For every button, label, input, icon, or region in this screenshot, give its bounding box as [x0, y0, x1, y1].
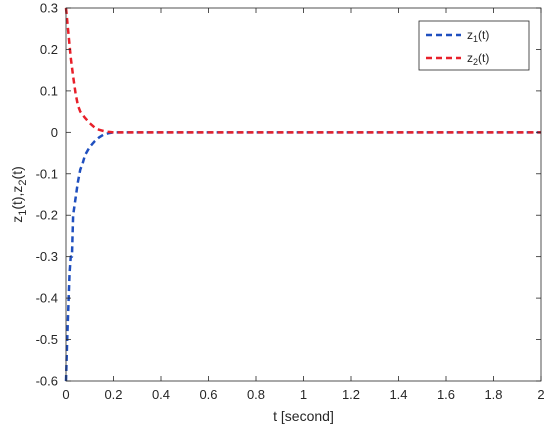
y-label-z1-base: z: [9, 216, 25, 223]
legend-z1-base: z: [467, 28, 473, 42]
y-tick-label: 0: [51, 125, 58, 140]
y-label-z1-sub: 1: [17, 210, 29, 216]
series-layer: [64, 7, 541, 382]
x-tick-label: 0.4: [152, 387, 170, 402]
x-tick-label: 1.2: [342, 387, 360, 402]
x-tick-label: 0.8: [247, 387, 265, 402]
y-tick-label: -0.6: [36, 374, 58, 389]
series-line-z2: [64, 7, 541, 134]
y-tick-label: -0.4: [36, 291, 58, 306]
x-tick-label: 1.4: [389, 387, 407, 402]
y-label-z1-rest: (t),: [9, 193, 25, 210]
y-tick-label: 0.3: [40, 1, 58, 16]
legend-entry-z2: z2(t): [467, 51, 489, 67]
axes-layer: 0 0.2 0.4 0.6 0.8 1 1.2 1.4 1.6 1.8 2 -0.6 -0.5 -0.4 -…: [36, 1, 545, 403]
series-line-z1: [64, 131, 541, 382]
y-label-z2-sub: 2: [17, 179, 29, 185]
legend-z2-rest: (t): [478, 51, 489, 65]
y-tick-label: 0.2: [40, 42, 58, 57]
y-tick-label: -0.3: [36, 249, 58, 264]
y-tick-label: -0.1: [36, 166, 58, 181]
legend-z1-sub: 1: [473, 34, 478, 44]
x-tick-label: 0: [62, 387, 69, 402]
legend-z2-sub: 2: [473, 57, 478, 67]
x-tick-label: 0.2: [104, 387, 122, 402]
legend-z1-rest: (t): [478, 28, 489, 42]
y-axis-label: z1(t),z2(t): [9, 166, 29, 223]
x-tick-label: 1.8: [484, 387, 502, 402]
y-label-z2-rest: (t): [9, 166, 25, 179]
legend-entry-z1: z1(t): [467, 28, 489, 44]
x-tick-label: 0.6: [199, 387, 217, 402]
legend-z2-base: z: [467, 51, 473, 65]
x-tick-label: 1: [300, 387, 307, 402]
x-axis-label: t [second]: [273, 408, 334, 424]
x-tick-label: 2: [537, 387, 544, 402]
y-tick-label: -0.5: [36, 332, 58, 347]
y-tick-label: 0.1: [40, 83, 58, 98]
legend: z1(t) z2(t): [418, 20, 530, 71]
y-label-z2-base: z: [9, 186, 25, 193]
y-tick-label: -0.2: [36, 208, 58, 223]
legend-box: [418, 20, 530, 71]
x-tick-label: 1.6: [437, 387, 455, 402]
